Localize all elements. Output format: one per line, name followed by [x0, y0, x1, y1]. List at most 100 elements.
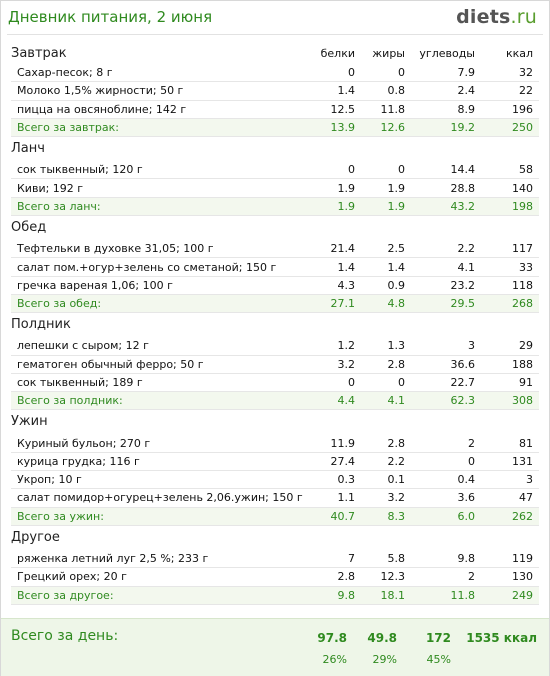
food-protein: 12.5 — [311, 100, 361, 119]
food-row[interactable]: Молоко 1,5% жирности; 50 г 1.4 0.8 2.4 22 — [11, 81, 539, 101]
food-kcal: 188 — [481, 355, 539, 374]
food-kcal: 32 — [481, 64, 539, 83]
meal-header-row: Ужин — [11, 410, 539, 435]
food-row[interactable]: Сахар-песок; 8 г 0 0 7.9 32 — [11, 64, 539, 83]
food-row[interactable]: гематоген обычный ферро; 50 г 3.2 2.8 36.6 1… — [11, 355, 539, 374]
column-header-kcal — [481, 313, 539, 338]
food-row[interactable]: лепешки с сыром; 12 г 1.2 1.3 3 29 — [11, 337, 539, 356]
food-carbs: 22.7 — [411, 373, 481, 393]
page-title: Дневник питания, 2 июня — [8, 8, 213, 26]
meal-total-carbs: 43.2 — [411, 197, 481, 217]
column-header-protein — [311, 216, 361, 241]
food-fat: 1.3 — [361, 337, 411, 356]
food-carbs: 2.4 — [411, 81, 481, 101]
meal-total-label: Всего за полдник: — [11, 391, 311, 411]
header: Дневник питания, 2 июня diets.ru — [1, 1, 549, 35]
meal-total-carbs: 6.0 — [411, 507, 481, 526]
food-fat: 0 — [361, 373, 411, 393]
column-header-carbs — [411, 525, 481, 550]
food-name: сок тыквенный; 120 г — [11, 161, 311, 180]
food-protein: 1.4 — [311, 81, 361, 101]
food-carbs: 9.8 — [411, 549, 481, 569]
food-kcal: 118 — [481, 276, 539, 295]
food-name: Грецкий орех; 20 г — [11, 567, 311, 587]
food-name: пицца на овсяноблине; 142 г — [11, 100, 311, 119]
column-header-protein — [311, 410, 361, 435]
column-header-fat — [361, 313, 411, 338]
column-header-carbs — [411, 410, 481, 435]
food-fat: 1.4 — [361, 257, 411, 277]
food-row[interactable]: Грецкий орех; 20 г 2.8 12.3 2 130 — [11, 567, 539, 587]
meal-total-kcal: 198 — [481, 197, 539, 217]
meal-total-label: Всего за ланч: — [11, 197, 311, 217]
food-protein: 1.4 — [311, 257, 361, 277]
food-row[interactable]: Киви; 192 г 1.9 1.9 28.8 140 — [11, 178, 539, 198]
food-carbs: 7.9 — [411, 64, 481, 83]
column-header-fat — [361, 137, 411, 162]
food-fat: 1.9 — [361, 178, 411, 198]
food-row[interactable]: салат помидор+огурец+зелень 2,06.ужин; 1… — [11, 488, 539, 508]
food-carbs: 0.4 — [411, 470, 481, 490]
day-carbs-percent: 45% — [426, 653, 451, 666]
food-fat: 0 — [361, 161, 411, 180]
column-header-fat — [361, 525, 411, 550]
food-protein: 11.9 — [311, 434, 361, 453]
meal-total-fat: 18.1 — [361, 586, 411, 605]
food-row[interactable]: ряженка летний луг 2,5 %; 233 г 7 5.8 9.8 11… — [11, 549, 539, 569]
food-row[interactable]: салат пом.+огур+зелень со сметаной; 150 … — [11, 257, 539, 277]
food-kcal: 3 — [481, 470, 539, 490]
meal-header-row: Обед — [11, 216, 539, 241]
food-protein: 0.3 — [311, 470, 361, 490]
food-protein: 0 — [311, 64, 361, 83]
food-fat: 2.5 — [361, 240, 411, 259]
meal-total-label: Всего за ужин: — [11, 507, 311, 526]
meal-total-row: Всего за ланч: 1.9 1.9 43.2 198 — [11, 197, 539, 217]
food-protein: 1.9 — [311, 178, 361, 198]
food-fat: 12.3 — [361, 567, 411, 587]
column-header-carbs — [411, 216, 481, 241]
meal-title: Другое — [11, 529, 60, 545]
logo-suffix: .ru — [510, 6, 537, 28]
site-logo[interactable]: diets.ru — [456, 6, 537, 28]
food-row[interactable]: курица грудка; 116 г 27.4 2.2 0 131 — [11, 452, 539, 472]
food-name: курица грудка; 116 г — [11, 452, 311, 472]
column-header-kcal — [481, 410, 539, 435]
logo-main: diets — [456, 6, 511, 28]
food-row[interactable]: пицца на овсяноблине; 142 г 12.5 11.8 8.9 19… — [11, 100, 539, 119]
food-row[interactable]: сок тыквенный; 120 г 0 0 14.4 58 — [11, 161, 539, 180]
meals-table: Завтрак белки жиры углеводы ккал Сахар-песок;… — [11, 43, 539, 605]
meal-total-protein: 1.9 — [311, 197, 361, 217]
column-header-protein — [311, 525, 361, 550]
food-row[interactable]: Тефтельки в духовке 31,05; 100 г 21.4 2.5 2… — [11, 240, 539, 259]
column-header-kcal: ккал — [505, 47, 533, 60]
food-protein: 21.4 — [311, 240, 361, 259]
meal-total-protein: 4.4 — [311, 391, 361, 411]
food-carbs: 2 — [411, 434, 481, 453]
column-header-protein — [311, 137, 361, 162]
food-row[interactable]: Укроп; 10 г 0.3 0.1 0.4 3 — [11, 470, 539, 490]
meal-title: Обед — [11, 220, 47, 236]
food-name: Куриный бульон; 270 г — [11, 434, 311, 453]
food-fat: 2.8 — [361, 355, 411, 374]
food-carbs: 14.4 — [411, 161, 481, 180]
meal-title: Завтрак — [11, 46, 67, 61]
food-fat: 11.8 — [361, 100, 411, 119]
meal-header-row: Ланч — [11, 137, 539, 162]
food-carbs: 3.6 — [411, 488, 481, 508]
food-row[interactable]: сок тыквенный; 189 г 0 0 22.7 91 — [11, 373, 539, 393]
food-row[interactable]: Куриный бульон; 270 г 11.9 2.8 2 81 — [11, 434, 539, 453]
meal-total-kcal: 308 — [481, 391, 539, 411]
meal-total-row: Всего за ужин: 40.7 8.3 6.0 262 — [11, 507, 539, 526]
food-name: гематоген обычный ферро; 50 г — [11, 355, 311, 374]
meal-total-row: Всего за полдник: 4.4 4.1 62.3 308 — [11, 391, 539, 411]
meal-total-label: Всего за обед: — [11, 294, 311, 314]
food-carbs: 36.6 — [411, 355, 481, 374]
food-protein: 4.3 — [311, 276, 361, 295]
food-name: ряженка летний луг 2,5 %; 233 г — [11, 549, 311, 569]
column-header-protein — [311, 313, 361, 338]
meal-total-fat: 8.3 — [361, 507, 411, 526]
food-row[interactable]: гречка вареная 1,06; 100 г 4.3 0.9 23.2 118 — [11, 276, 539, 295]
food-name: салат помидор+огурец+зелень 2,06.ужин; 1… — [11, 488, 311, 508]
column-header-kcal — [481, 525, 539, 550]
